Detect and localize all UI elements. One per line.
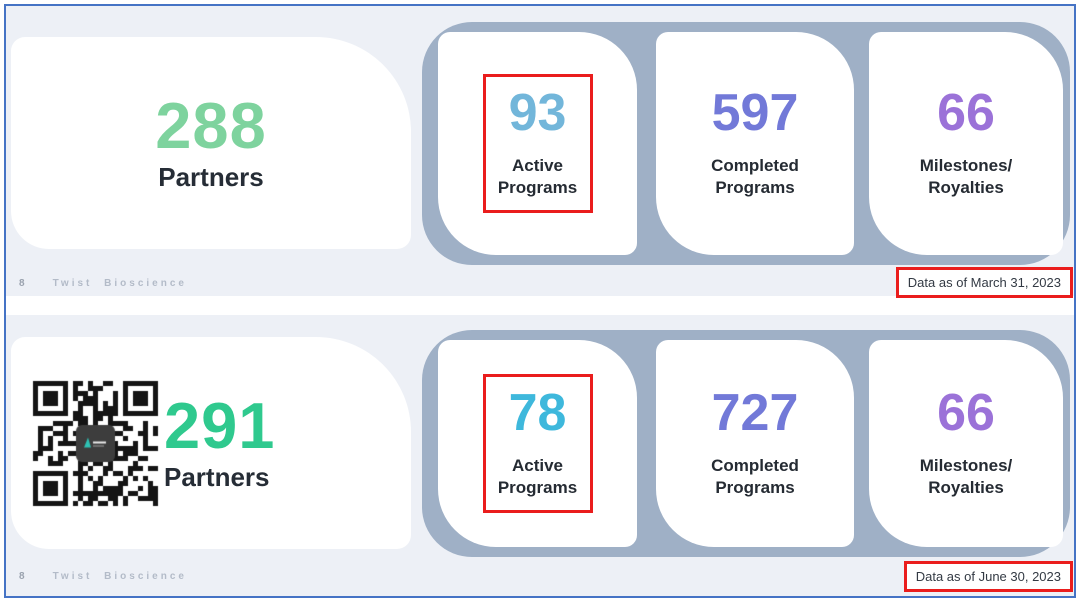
completed-programs-label: Completed Programs [711, 455, 799, 497]
completed-programs-label: Completed Programs [711, 155, 799, 197]
partners-text-block: 291 Partners [164, 393, 275, 493]
page-number: 8 [19, 278, 25, 289]
active-programs-label: Active Programs [497, 155, 578, 197]
data-as-of-annotation: Data as of March 31, 2023 [895, 267, 1073, 298]
stat-card-completed-programs: 597 Completed Programs [656, 32, 854, 255]
slide-march: 288 Partners 93 Active Programs 597 C [6, 6, 1074, 298]
page-number: 8 [19, 571, 25, 582]
active-programs-count: 78 [508, 383, 567, 442]
completed-programs-count: 727 [711, 383, 799, 442]
stats-panel: 93 Active Programs 597 Completed Program… [422, 22, 1070, 265]
slide-footer: 8 Twist Bioscience [19, 278, 187, 289]
data-as-of-annotation: Data as of June 30, 2023 [903, 561, 1073, 592]
stat-box: 597 Completed Programs [700, 74, 810, 214]
slide-footer: 8 Twist Bioscience [19, 571, 187, 582]
stat-box: 727 Completed Programs [700, 374, 810, 514]
stat-card-completed-programs: 727 Completed Programs [656, 340, 854, 547]
slide-june: 291 Partners 78 Active Programs 727 C [6, 315, 1074, 596]
milestones-royalties-label: Milestones/ Royalties [919, 455, 1013, 497]
partners-card: 288 Partners [11, 37, 411, 249]
partners-card: 291 Partners [11, 337, 411, 549]
partners-count: 288 [155, 89, 267, 162]
annotation-highlight-box: 93 Active Programs [482, 73, 593, 214]
milestones-royalties-label: Milestones/ Royalties [919, 155, 1013, 197]
partners-label: Partners [164, 462, 270, 492]
data-as-of-text: Data as of March 31, 2023 [907, 275, 1061, 290]
completed-programs-count: 597 [711, 83, 799, 142]
stats-panel: 78 Active Programs 727 Completed Program… [422, 330, 1070, 557]
qr-code-canvas [32, 379, 159, 507]
active-programs-count: 93 [508, 83, 567, 142]
partners-text-block: 288 Partners [155, 93, 266, 193]
stat-box: 66 Milestones/ Royalties [909, 74, 1024, 214]
stat-card-milestones-royalties: 66 Milestones/ Royalties [869, 340, 1063, 547]
partners-label: Partners [158, 162, 264, 192]
milestones-royalties-count: 66 [937, 383, 995, 442]
partners-count: 291 [164, 389, 276, 462]
stat-box: 66 Milestones/ Royalties [909, 374, 1024, 514]
annotation-highlight-box: 78 Active Programs [482, 373, 593, 514]
active-programs-label: Active Programs [497, 455, 578, 497]
qr-code-icon [32, 379, 159, 507]
data-as-of-text: Data as of June 30, 2023 [915, 569, 1061, 584]
milestones-royalties-count: 66 [937, 83, 995, 142]
brand-name: Twist Bioscience [52, 278, 187, 289]
stat-card-active-programs: 93 Active Programs [438, 32, 637, 255]
stat-card-milestones-royalties: 66 Milestones/ Royalties [869, 32, 1063, 255]
brand-name: Twist Bioscience [52, 571, 187, 582]
stat-card-active-programs: 78 Active Programs [438, 340, 637, 547]
